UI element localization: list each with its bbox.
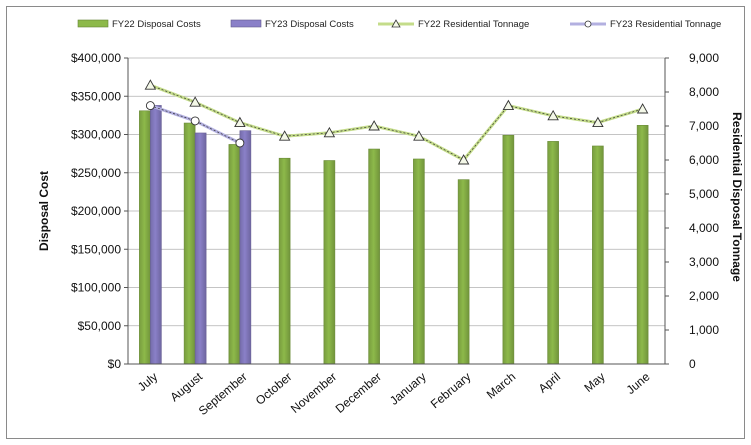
bar-fy22-disposal-costs-september — [228, 144, 241, 365]
left-tick-label: $400,000 — [71, 51, 121, 65]
bar-fy22-disposal-costs-april — [547, 141, 559, 365]
legend: FY22 Disposal Costs FY23 Disposal Costs FY… — [77, 19, 721, 30]
left-tick-label: $150,000 — [71, 242, 121, 256]
point-fy22-residential-tonnage — [502, 99, 515, 111]
bar-fy22-disposal-costs-february — [457, 179, 470, 365]
bar-fy22-disposal-costs-march — [502, 134, 515, 365]
lines — [144, 79, 649, 165]
bars — [139, 105, 649, 365]
grid-lines — [128, 57, 665, 327]
legend-label-fy23-disposal-costs: FY23 Disposal Costs — [265, 19, 354, 30]
right-tick-label: 7,000 — [689, 119, 719, 133]
left-tick-label: $250,000 — [71, 166, 121, 180]
bar-fy22-disposal-costs-january — [413, 158, 425, 365]
bar-fy22-disposal-costs-may — [592, 145, 604, 365]
bar-fy23-disposal-costs-august — [194, 132, 207, 365]
x-tick-label: June — [624, 369, 653, 397]
point-fy22-residential-tonnage — [323, 126, 336, 138]
x-tick-label: March — [484, 370, 519, 402]
x-tick-label: July — [135, 370, 160, 394]
left-tick-label: $200,000 — [71, 204, 121, 218]
right-tick-label: 3,000 — [689, 255, 719, 269]
right-tick-label: 6,000 — [689, 153, 719, 167]
bar-fy22-disposal-costs-august — [183, 122, 196, 365]
x-tick-label: September — [196, 370, 250, 418]
right-tick-label: 4,000 — [689, 221, 719, 235]
right-axis-ticks: 0 1,000 2,000 3,000 4,000 5,000 6,000 7,000 8,00… — [665, 51, 719, 371]
line-fy23-residential-tonnage-dash — [150, 105, 241, 144]
bar-fy23-disposal-costs-september — [239, 130, 252, 365]
point-fy22-residential-tonnage — [278, 130, 291, 141]
right-tick-label: 2,000 — [689, 289, 719, 303]
line-fy22-residential-tonnage-dash — [150, 84, 643, 161]
x-tick-label: October — [253, 370, 295, 408]
legend-label-fy22-disposal-costs: FY22 Disposal Costs — [112, 19, 201, 30]
point-fy22-residential-tonnage — [189, 96, 201, 107]
legend-marker-fy22-residential-tonnage — [391, 19, 401, 28]
right-tick-label: 9,000 — [689, 51, 719, 65]
legend-marker-fy23-residential-tonnage — [584, 20, 592, 28]
point-fy22-residential-tonnage — [368, 120, 380, 131]
right-tick-label: 8,000 — [689, 85, 719, 99]
chart-frame — [6, 6, 745, 439]
point-fy22-residential-tonnage — [636, 103, 649, 114]
left-tick-label: $350,000 — [71, 89, 121, 103]
x-tick-label: December — [333, 370, 384, 416]
x-tick-label: November — [288, 370, 339, 416]
right-axis-title: Residential Disposal Tonnage — [730, 112, 744, 282]
right-tick-label: 0 — [689, 357, 696, 371]
right-tick-label: 5,000 — [689, 187, 719, 201]
point-fy22-residential-tonnage — [457, 154, 470, 165]
point-fy22-residential-tonnage — [413, 130, 425, 141]
point-fy22-residential-tonnage — [144, 79, 157, 90]
left-axis-ticks: $0 $50,000 $100,000 $150,000 $200,000 $250,00… — [71, 51, 128, 371]
point-fy23-residential-tonnage — [145, 101, 155, 111]
point-fy23-residential-tonnage — [235, 138, 245, 148]
bar-fy23-disposal-costs-july — [150, 105, 162, 365]
bar-fy22-disposal-costs-december — [368, 148, 380, 365]
point-fy23-residential-tonnage — [190, 116, 200, 126]
legend-label-fy23-residential-tonnage: FY23 Residential Tonnage — [610, 19, 721, 30]
legend-label-fy22-residential-tonnage: FY22 Residential Tonnage — [418, 19, 529, 30]
x-tick-label: May — [581, 370, 607, 395]
x-tick-label: August — [167, 369, 205, 404]
left-axis-title: Disposal Cost — [37, 171, 51, 251]
bar-fy22-disposal-costs-june — [636, 125, 649, 365]
left-tick-label: $50,000 — [78, 319, 122, 333]
x-tick-label: April — [536, 370, 563, 396]
legend-swatch-fy23-disposal-costs — [230, 19, 262, 28]
left-tick-label: $0 — [108, 357, 122, 371]
left-tick-label: $300,000 — [71, 128, 121, 142]
point-fy22-residential-tonnage — [547, 109, 559, 121]
bar-fy22-disposal-costs-july — [139, 110, 151, 365]
x-tick-label: February — [428, 370, 474, 412]
x-tick-label: January — [387, 370, 429, 408]
point-fy22-residential-tonnage — [234, 116, 246, 128]
legend-swatch-fy22-disposal-costs — [77, 19, 109, 28]
point-fy22-residential-tonnage — [592, 116, 604, 128]
axes — [127, 58, 666, 365]
bar-fy22-disposal-costs-october — [278, 157, 291, 365]
bar-fy22-disposal-costs-november — [323, 160, 336, 365]
left-tick-label: $100,000 — [71, 281, 121, 295]
right-tick-label: 1,000 — [689, 323, 719, 337]
